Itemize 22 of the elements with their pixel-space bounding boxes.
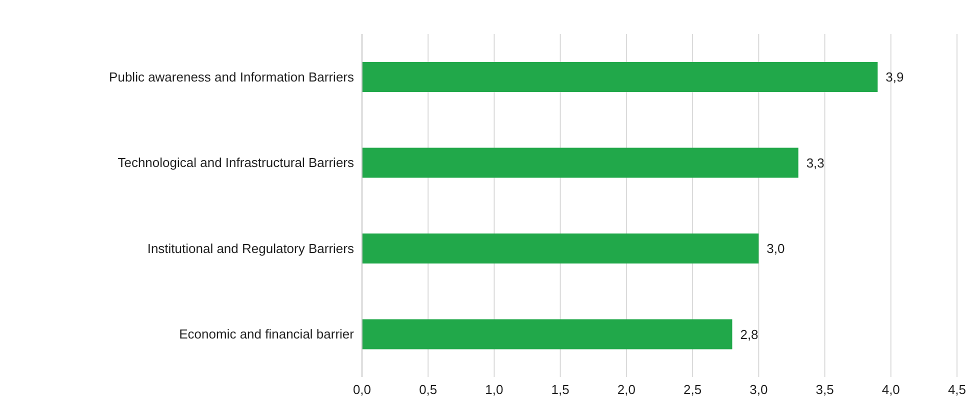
y-tick-label: Technological and Infrastructural Barriers: [118, 155, 354, 170]
y-tick-label: Institutional and Regulatory Barriers: [147, 240, 354, 256]
bar: [362, 62, 878, 92]
y-tick-label: Public awareness and Information Barriers: [109, 69, 354, 84]
x-tick-label: 2,0: [617, 382, 636, 398]
x-tick-label: 1,0: [485, 382, 504, 398]
x-tick-label: 2,5: [684, 382, 702, 398]
bar: [362, 234, 759, 264]
x-tick-label: 4,5: [948, 382, 966, 398]
x-tick-label: 3,5: [816, 382, 834, 398]
x-tick-label: 1,5: [551, 382, 570, 398]
x-tick-label: 0,5: [419, 382, 438, 398]
data-label: 3,0: [766, 241, 785, 256]
data-label: 3,9: [886, 70, 904, 84]
bar: [362, 319, 732, 350]
y-tick-label: Economic and financial barrier: [179, 326, 355, 342]
x-tick-label: 4,0: [882, 382, 900, 398]
data-label: 3,3: [806, 155, 824, 170]
bar: [362, 148, 798, 178]
data-label: 2,8: [740, 326, 758, 342]
x-tick-label: 3,0: [750, 382, 768, 398]
x-tick-label: 0,0: [352, 382, 372, 398]
